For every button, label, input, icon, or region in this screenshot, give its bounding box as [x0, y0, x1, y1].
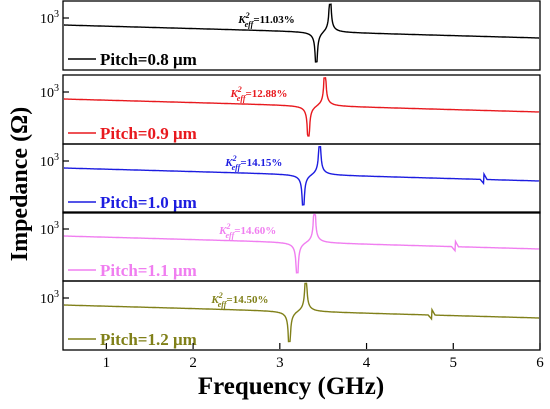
impedance-curve-2	[64, 76, 540, 137]
panel-3: 103 Pitch=1.0 μm K2 eff=14.15%	[40, 143, 541, 214]
panel-4: 103 Pitch=1.1 μm K2 eff=14.60%	[40, 211, 541, 282]
y-tick-label: 103	[40, 83, 59, 101]
legend-label: Pitch=0.9 μm	[100, 124, 197, 143]
keff-annotation: K2 eff=14.60%	[218, 222, 276, 240]
panel-frame	[62, 0, 541, 71]
y-tick-label: 103	[40, 9, 59, 27]
keff-annotation: K2 eff=14.15%	[224, 154, 282, 172]
x-tick-label: 4	[363, 355, 371, 371]
x-tick-label: 1	[103, 355, 111, 371]
impedance-curve-1	[64, 3, 539, 63]
x-tick-label: 6	[536, 355, 544, 371]
x-tick-label: 2	[189, 355, 197, 371]
y-tick-label: 103	[40, 152, 59, 170]
impedance-curve-4	[64, 213, 540, 274]
y-tick-label: 103	[40, 220, 59, 238]
panel-frame	[62, 143, 541, 214]
legend-label: Pitch=1.0 μm	[100, 193, 197, 212]
y-tick-label: 103	[40, 289, 59, 307]
keff-annotation: K2 eff=12.88%	[229, 85, 287, 103]
keff-annotation: K2 eff=14.50%	[210, 291, 268, 309]
x-axis-label: Frequency (GHz)	[198, 373, 384, 400]
legend-label: Pitch=1.2 μm	[100, 330, 197, 349]
y-axis-label: Impedance (Ω)	[7, 107, 33, 262]
x-axis: 1 2 3 4 5 6	[103, 343, 544, 371]
panels: 103 Pitch=0.8 μm K2 eff=11.03% 103 Pitch=0.9 …	[40, 0, 541, 351]
panel-5: 103 Pitch=1.2 μm K2 eff=14.50%	[40, 280, 541, 351]
x-tick-label: 5	[450, 355, 458, 371]
panel-1: 103 Pitch=0.8 μm K2 eff=11.03%	[40, 0, 541, 71]
impedance-curve-3	[64, 145, 540, 206]
legend-label: Pitch=1.1 μm	[100, 261, 197, 280]
panel-2: 103 Pitch=0.9 μm K2 eff=12.88%	[40, 74, 541, 145]
panel-frame	[62, 280, 541, 351]
x-tick-label: 3	[276, 355, 284, 371]
legend-label: Pitch=0.8 μm	[100, 50, 197, 69]
keff-annotation: K2 eff=11.03%	[237, 11, 295, 29]
impedance-curve-5	[64, 282, 539, 343]
